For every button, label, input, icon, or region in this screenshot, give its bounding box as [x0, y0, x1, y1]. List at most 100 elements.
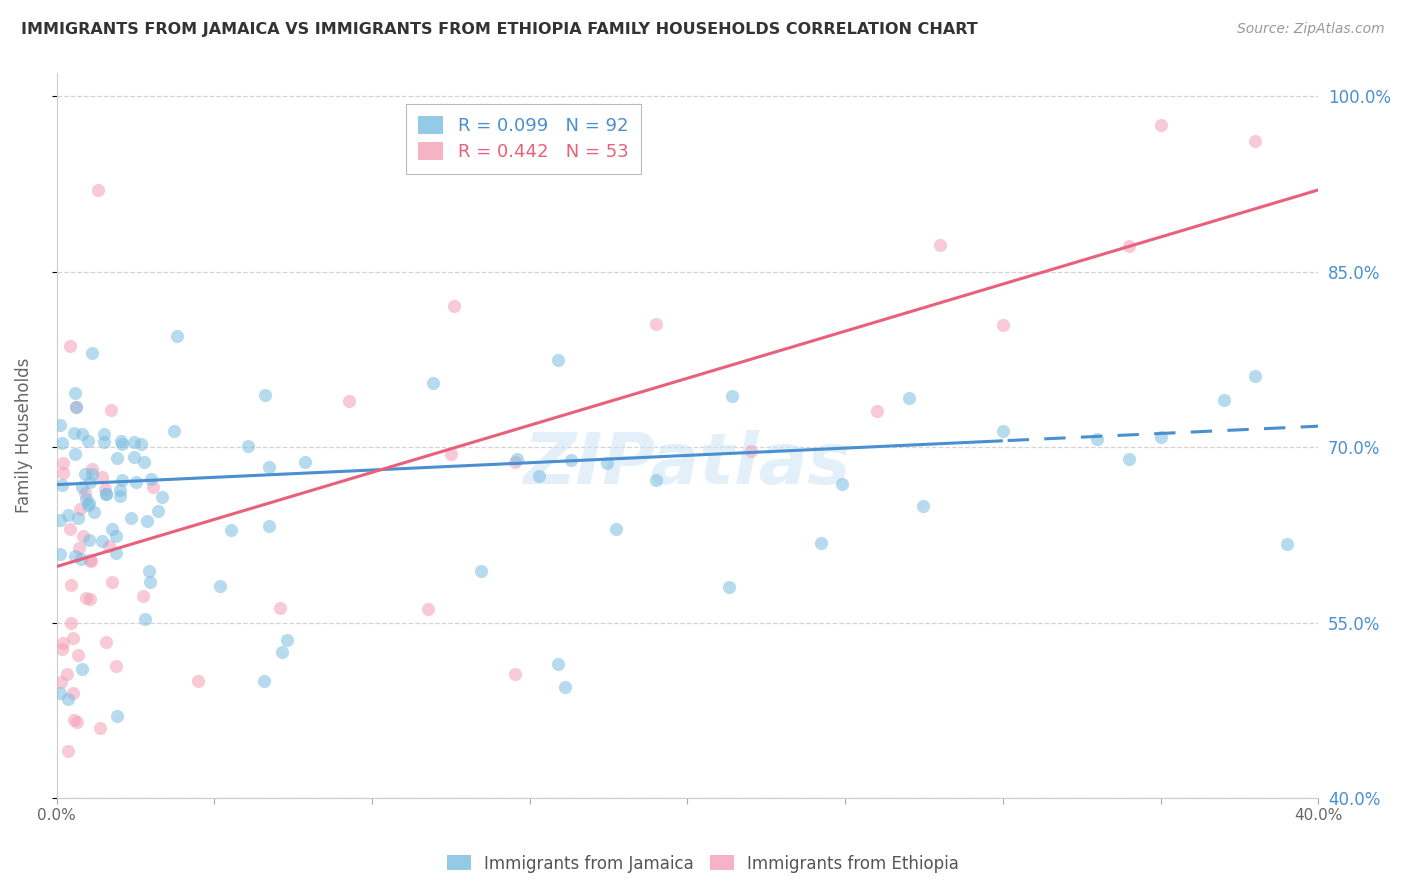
- Point: [79, 552, 101, 566]
- Point: [96, 635, 118, 649]
- Point: [66, 511, 89, 525]
- Point: [120, 510, 142, 524]
- Point: [111, 437, 134, 451]
- Point: [75, 467, 97, 481]
- Point: [49, 686, 72, 700]
- Point: [56, 744, 79, 758]
- Point: [503, 455, 526, 469]
- Point: [75, 485, 97, 500]
- Point: [100, 402, 122, 417]
- Point: [1118, 451, 1140, 466]
- Point: [51, 641, 73, 656]
- Point: [138, 564, 160, 578]
- Point: [547, 657, 569, 671]
- Point: [58, 508, 80, 522]
- Point: [65, 715, 87, 730]
- Point: [208, 579, 231, 593]
- Point: [470, 564, 492, 578]
- Point: [63, 425, 86, 440]
- Point: [596, 456, 619, 470]
- Point: [67, 648, 90, 662]
- Point: [831, 477, 853, 491]
- Point: [416, 602, 439, 616]
- Point: [69, 502, 91, 516]
- Point: [187, 673, 209, 688]
- Point: [70, 662, 93, 676]
- Point: [75, 591, 97, 605]
- Point: [105, 709, 128, 723]
- Point: [105, 451, 128, 466]
- Point: [59, 339, 82, 353]
- Point: [547, 352, 569, 367]
- Point: [605, 523, 627, 537]
- Point: [98, 539, 121, 553]
- Point: [62, 631, 84, 645]
- Point: [294, 455, 316, 469]
- Legend: R = 0.099   N = 92, R = 0.442   N = 53: R = 0.099 N = 92, R = 0.442 N = 53: [405, 103, 641, 174]
- Point: [1244, 368, 1267, 383]
- Legend: Immigrants from Jamaica, Immigrants from Ethiopia: Immigrants from Jamaica, Immigrants from…: [440, 848, 966, 880]
- Point: [148, 503, 170, 517]
- Point: [163, 424, 186, 438]
- Point: [65, 401, 87, 415]
- Point: [221, 523, 243, 537]
- Point: [337, 393, 360, 408]
- Point: [269, 600, 291, 615]
- Point: [70, 427, 93, 442]
- Point: [1118, 239, 1140, 253]
- Point: [82, 462, 104, 476]
- Point: [911, 499, 934, 513]
- Point: [80, 467, 103, 481]
- Point: [527, 469, 550, 483]
- Point: [72, 528, 94, 542]
- Point: [554, 680, 576, 694]
- Point: [76, 434, 98, 448]
- Point: [65, 447, 87, 461]
- Point: [1087, 432, 1109, 446]
- Point: [443, 299, 465, 313]
- Point: [90, 533, 112, 548]
- Point: [506, 451, 529, 466]
- Point: [48, 417, 70, 432]
- Point: [59, 616, 82, 631]
- Point: [80, 554, 103, 568]
- Point: [898, 391, 921, 405]
- Point: [257, 459, 280, 474]
- Point: [67, 541, 90, 556]
- Point: [166, 329, 188, 343]
- Point: [63, 713, 86, 727]
- Point: [94, 487, 117, 501]
- Point: [94, 482, 117, 496]
- Point: [129, 437, 152, 451]
- Point: [60, 578, 83, 592]
- Point: [721, 388, 744, 402]
- Point: [122, 435, 145, 450]
- Point: [139, 575, 162, 590]
- Point: [51, 674, 73, 689]
- Point: [51, 436, 73, 450]
- Point: [1149, 119, 1171, 133]
- Point: [105, 546, 128, 560]
- Point: [150, 491, 173, 505]
- Point: [56, 691, 79, 706]
- Point: [100, 523, 122, 537]
- Point: [1149, 430, 1171, 444]
- Point: [49, 513, 72, 527]
- Point: [79, 592, 101, 607]
- Point: [135, 514, 157, 528]
- Point: [59, 522, 82, 536]
- Point: [141, 473, 163, 487]
- Point: [49, 547, 72, 561]
- Point: [51, 456, 73, 470]
- Point: [142, 480, 165, 494]
- Point: [93, 426, 115, 441]
- Point: [65, 400, 87, 414]
- Point: [440, 447, 463, 461]
- Point: [75, 492, 97, 507]
- Point: [77, 498, 100, 512]
- Point: [105, 529, 128, 543]
- Point: [645, 317, 668, 331]
- Point: [108, 483, 131, 497]
- Point: [55, 667, 77, 681]
- Point: [65, 549, 87, 564]
